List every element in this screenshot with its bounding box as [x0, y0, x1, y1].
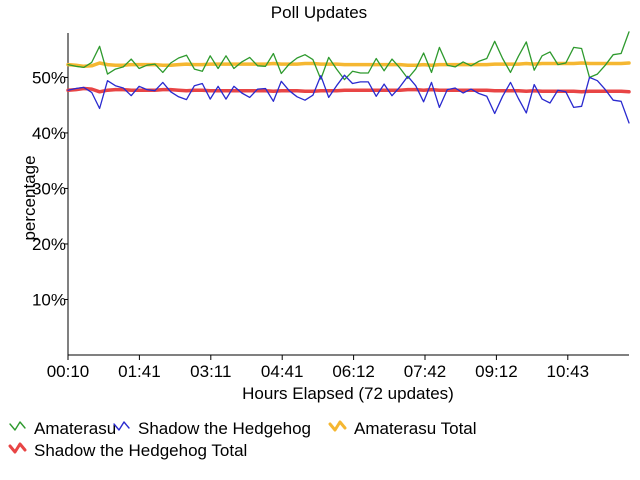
legend-label: Shadow the Hedgehog Total	[34, 441, 247, 460]
x-axis-title: Hours Elapsed (72 updates)	[242, 384, 454, 403]
series-line-shadow-the-hedgehog-total	[66, 86, 631, 94]
x-tick-label: 00:10	[47, 362, 90, 381]
x-tick-label: 10:43	[547, 362, 590, 381]
legend-item-shadow-the-hedgehog-total: Shadow the Hedgehog Total	[8, 441, 247, 460]
y-tick-label: 40%	[32, 124, 66, 143]
legend-swatch	[328, 420, 347, 432]
y-tick-label: 10%	[32, 290, 66, 309]
legend-swatch	[113, 421, 130, 431]
legend-swatch	[8, 442, 27, 454]
legend-item-shadow-the-hedgehog: Shadow the Hedgehog	[113, 419, 311, 438]
x-tick-label: 04:41	[261, 362, 304, 381]
series-line-shadow-the-hedgehog	[67, 74, 630, 124]
plot-area: 10% 20% 30% 40% 50% 00:10 01:41 03:11 04:41 06:12…	[32, 31, 631, 381]
series-line-amaterasu-total	[66, 61, 631, 69]
series-line-amaterasu	[67, 31, 630, 81]
legend-item-amaterasu: Amaterasu	[9, 419, 116, 438]
chart-title: Poll Updates	[271, 3, 367, 22]
legend-label: Shadow the Hedgehog	[138, 419, 311, 438]
x-tick-label: 07:42	[404, 362, 447, 381]
y-tick-label: 50%	[32, 68, 66, 87]
x-tick-label: 01:41	[118, 362, 161, 381]
legend-swatch	[9, 421, 26, 431]
legend: Amaterasu Shadow the Hedgehog Amaterasu To…	[8, 419, 477, 460]
legend-item-amaterasu-total: Amaterasu Total	[328, 419, 477, 438]
x-tick-label: 09:12	[475, 362, 518, 381]
y-axis-title: percentage	[20, 155, 39, 240]
legend-label: Amaterasu	[34, 419, 116, 438]
x-tick-label: 06:12	[332, 362, 375, 381]
y-tick-label: 20%	[32, 235, 66, 254]
y-tick-label: 30%	[32, 179, 66, 198]
legend-label: Amaterasu Total	[354, 419, 477, 438]
x-tick-label: 03:11	[190, 362, 231, 381]
